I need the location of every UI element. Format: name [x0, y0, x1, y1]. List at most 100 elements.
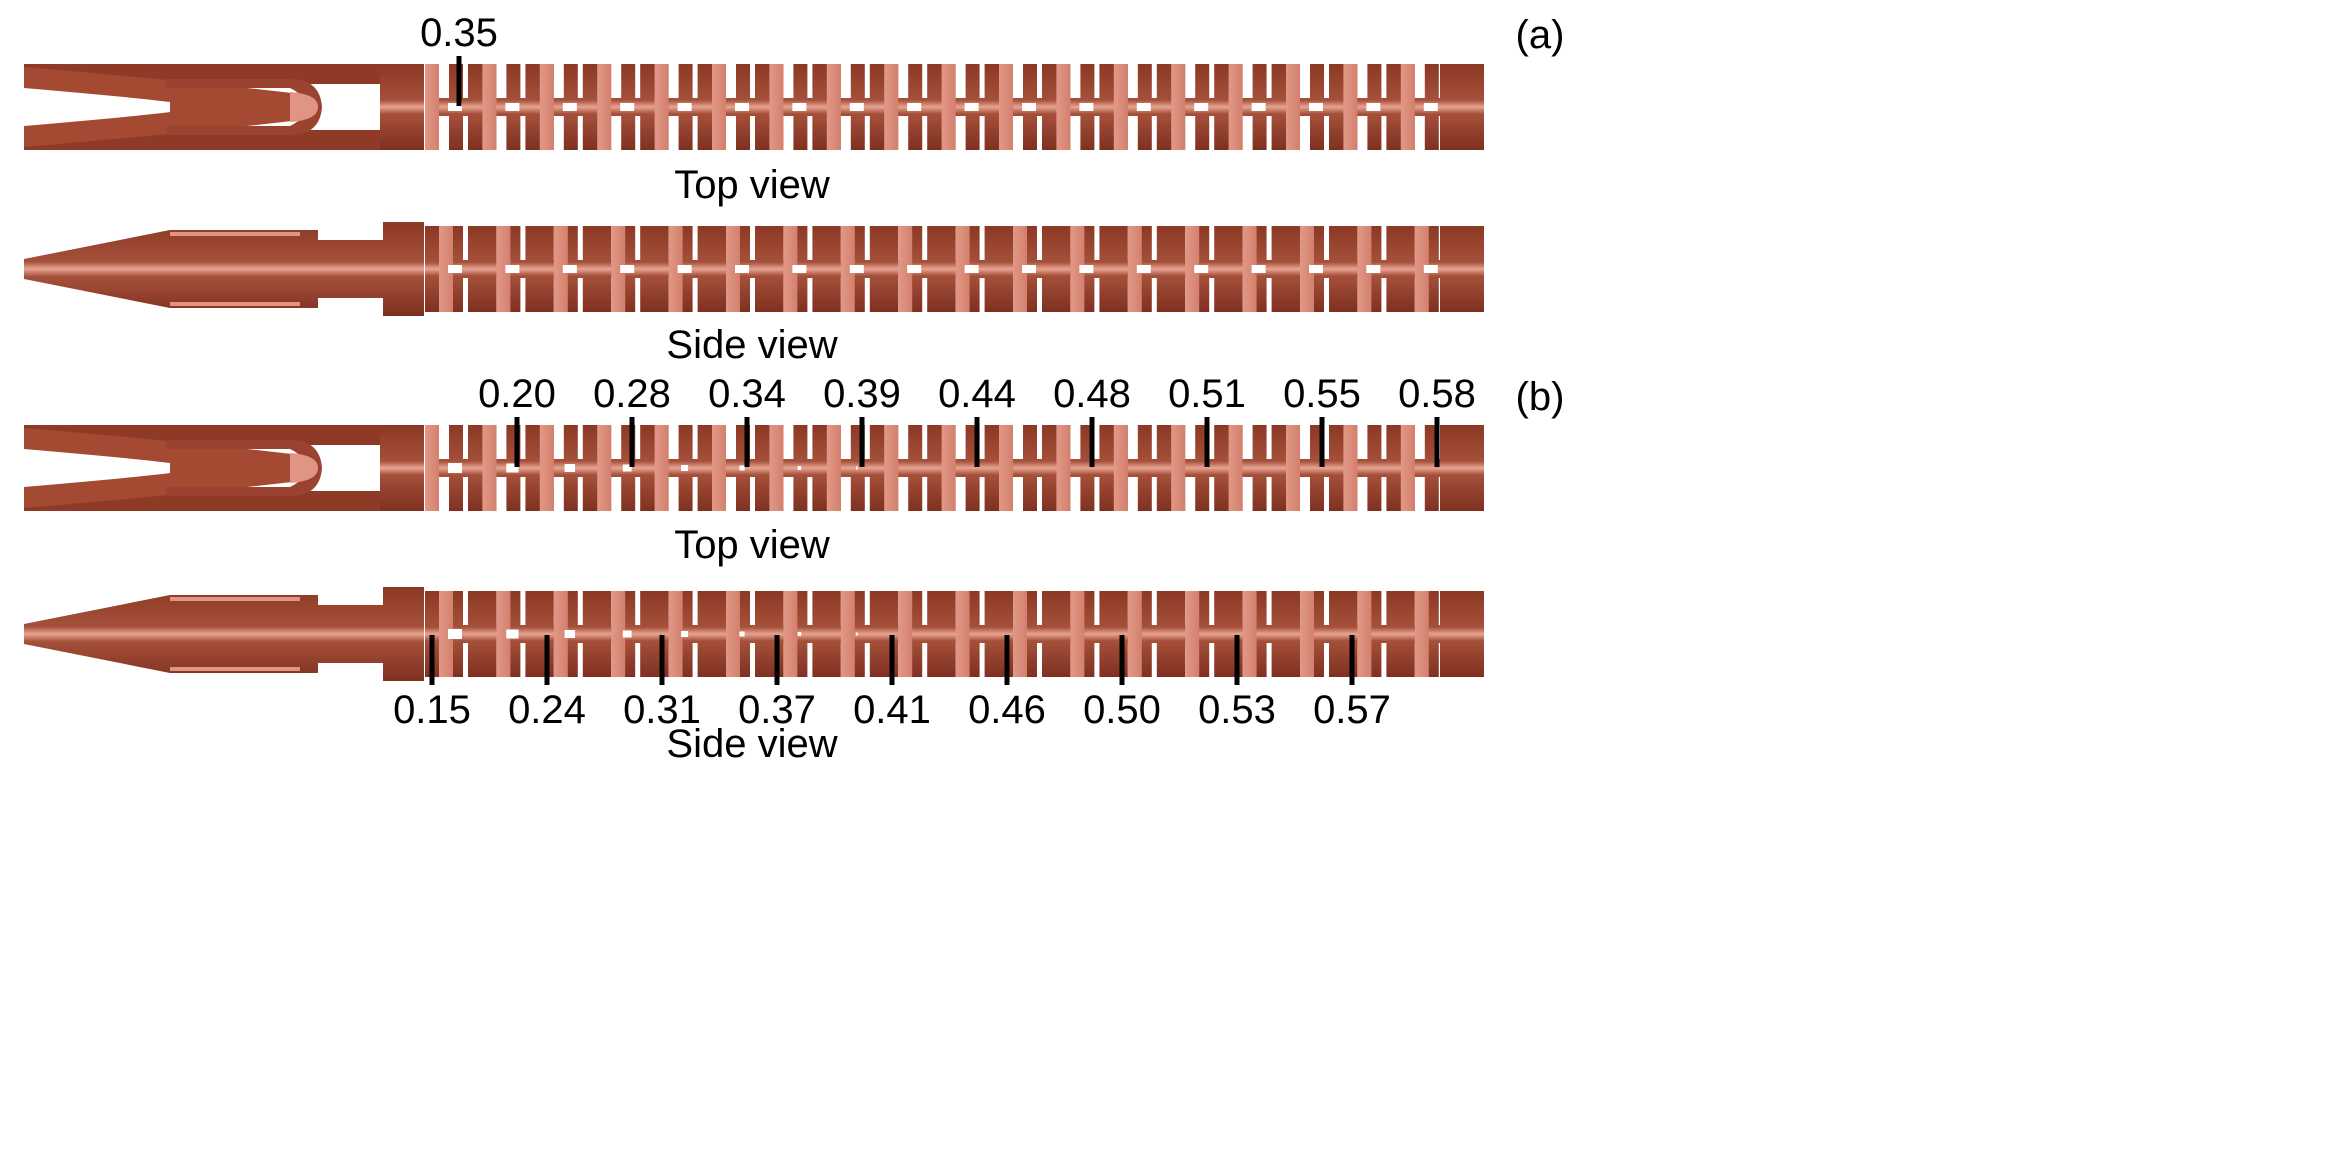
- cell-gap: [807, 226, 813, 260]
- injector-vane: [24, 428, 315, 508]
- vane: [1185, 226, 1200, 312]
- cell-gap: [922, 116, 928, 150]
- vane: [482, 64, 497, 150]
- view-caption: Top view: [674, 163, 830, 207]
- injector-tip: [290, 92, 318, 122]
- cell-gap: [1266, 116, 1272, 150]
- beam-aperture: [505, 265, 520, 273]
- cell-gap: [750, 116, 755, 150]
- cell-gap: [979, 64, 985, 98]
- cell-gap: [979, 116, 985, 150]
- cell-gap: [922, 643, 928, 677]
- vane: [1343, 64, 1358, 150]
- cell-gap: [692, 226, 698, 260]
- cell-gap: [611, 477, 622, 511]
- beam-aperture: [620, 103, 635, 111]
- vane: [898, 226, 913, 312]
- cell-gap: [898, 477, 909, 511]
- vane: [1242, 591, 1257, 677]
- cell-gap: [1357, 477, 1368, 511]
- cell-gap: [1414, 477, 1425, 511]
- cell-gap: [864, 591, 870, 625]
- vane: [1400, 425, 1415, 511]
- cell-gap: [979, 278, 985, 312]
- vane: [1228, 425, 1243, 511]
- cell-gap: [520, 226, 526, 260]
- cell-gap: [577, 116, 583, 150]
- cell-gap: [1300, 64, 1310, 98]
- cell-gap: [1324, 116, 1329, 150]
- cell-gap: [1127, 477, 1138, 511]
- vane: [1300, 226, 1314, 312]
- cell-gap: [1242, 425, 1253, 459]
- vane: [826, 425, 841, 511]
- vane: [668, 591, 683, 677]
- cell-gap: [807, 477, 813, 511]
- vane: [1286, 64, 1300, 150]
- panel-label: (a): [1516, 13, 1565, 57]
- cell-gap: [1094, 643, 1100, 677]
- cell-gap: [1094, 591, 1100, 625]
- cell-gap: [496, 477, 507, 511]
- cell-gap: [1185, 477, 1196, 511]
- exit-flange: [1440, 226, 1484, 312]
- cell-gap: [692, 591, 698, 625]
- vane: [1013, 591, 1027, 677]
- vane: [999, 425, 1013, 511]
- vane: [712, 425, 726, 511]
- cell-gap: [783, 116, 794, 150]
- cell-gap: [1324, 226, 1329, 260]
- cell-gap: [635, 226, 641, 260]
- vane: [439, 591, 453, 677]
- cell-gap: [750, 643, 755, 677]
- beam-aperture: [1022, 103, 1036, 111]
- cell-gap: [783, 477, 794, 511]
- vane: [1113, 64, 1128, 150]
- cell-gap: [898, 116, 909, 150]
- cell-gap: [1127, 116, 1138, 150]
- cell-gap: [635, 64, 641, 98]
- cell-gap: [807, 116, 813, 150]
- cell-gap: [692, 116, 698, 150]
- cell-gap: [1324, 643, 1329, 677]
- exit-flange: [1440, 591, 1484, 677]
- vane: [783, 591, 798, 677]
- cell-gap: [577, 477, 583, 511]
- cell-gap: [922, 477, 928, 511]
- beam-aperture: [964, 103, 979, 111]
- cell-gap: [922, 591, 928, 625]
- injector-highlight: [170, 667, 300, 671]
- vane: [1414, 226, 1429, 312]
- cell-gap: [1127, 425, 1138, 459]
- annotation-label: 0.50: [1083, 688, 1161, 732]
- cell-gap: [1357, 425, 1368, 459]
- cell-gap: [1209, 278, 1215, 312]
- beam-aperture: [1366, 265, 1381, 273]
- beam-aperture: [1251, 265, 1266, 273]
- vane: [1113, 425, 1128, 511]
- cell-gap: [463, 64, 468, 98]
- beam-aperture: [855, 466, 858, 470]
- cell-gap: [439, 116, 449, 150]
- cell-gap: [611, 64, 622, 98]
- vane: [496, 226, 511, 312]
- beam-aperture: [677, 265, 692, 273]
- beam-aperture: [1309, 103, 1323, 111]
- vane: [1300, 591, 1314, 677]
- cell-gap: [1381, 477, 1387, 511]
- beam-aperture: [562, 103, 577, 111]
- cell-gap: [922, 278, 928, 312]
- beam-aperture: [506, 463, 519, 473]
- cell-gap: [1381, 425, 1387, 459]
- vane: [1127, 591, 1142, 677]
- cell-gap: [1324, 591, 1329, 625]
- cell-gap: [553, 116, 564, 150]
- cell-gap: [864, 278, 870, 312]
- beam-aperture: [562, 265, 577, 273]
- injector-loop: [166, 440, 322, 496]
- annotation-label: 0.28: [593, 372, 671, 416]
- cell-gap: [577, 278, 583, 312]
- beam-aperture: [1022, 265, 1036, 273]
- cell-gap: [1185, 64, 1196, 98]
- cell-gap: [463, 425, 468, 459]
